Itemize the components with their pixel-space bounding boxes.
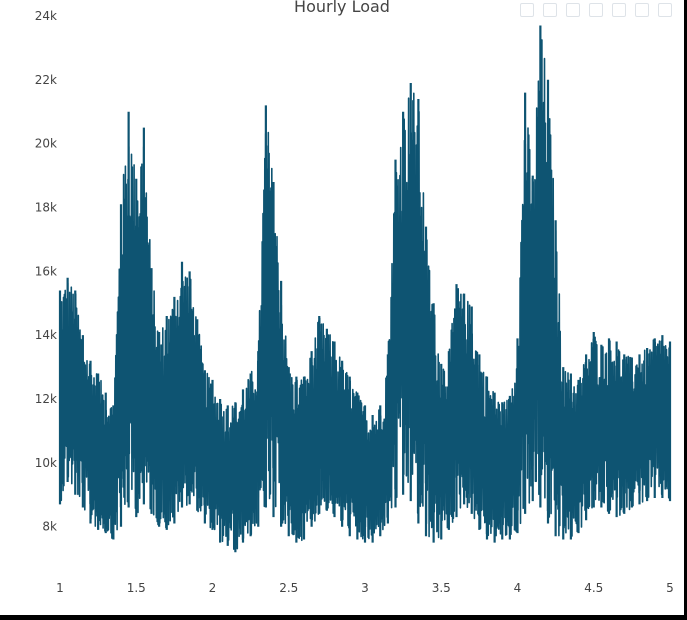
y-tick-label: 18k xyxy=(35,200,57,214)
x-tick-label: 1 xyxy=(56,581,64,595)
reset-axes-icon[interactable] xyxy=(658,3,672,17)
y-tick-label: 8k xyxy=(42,520,57,534)
x-tick-label: 3 xyxy=(361,581,369,595)
pan-icon[interactable] xyxy=(566,3,580,17)
zoom-in-icon[interactable] xyxy=(589,3,603,17)
x-tick-label: 2 xyxy=(209,581,217,595)
y-tick-label: 16k xyxy=(35,264,57,278)
x-tick-label: 3.5 xyxy=(432,581,451,595)
y-tick-label: 20k xyxy=(35,137,57,151)
y-tick-label: 14k xyxy=(35,328,57,342)
x-tick-label: 1.5 xyxy=(127,581,146,595)
chart-title: Hourly Load xyxy=(294,0,390,16)
x-tick-label: 4.5 xyxy=(584,581,603,595)
x-tick-label: 2.5 xyxy=(279,581,298,595)
y-tick-label: 12k xyxy=(35,392,57,406)
x-tick-label: 5 xyxy=(666,581,674,595)
zoom-out-icon[interactable] xyxy=(612,3,626,17)
modebar[interactable] xyxy=(520,3,672,21)
y-tick-label: 22k xyxy=(35,73,57,87)
camera-icon[interactable] xyxy=(520,3,534,17)
x-tick-label: 4 xyxy=(514,581,522,595)
autoscale-icon[interactable] xyxy=(635,3,649,17)
y-tick-label: 24k xyxy=(35,9,57,23)
zoom-icon[interactable] xyxy=(543,3,557,17)
y-tick-label: 10k xyxy=(35,456,57,470)
